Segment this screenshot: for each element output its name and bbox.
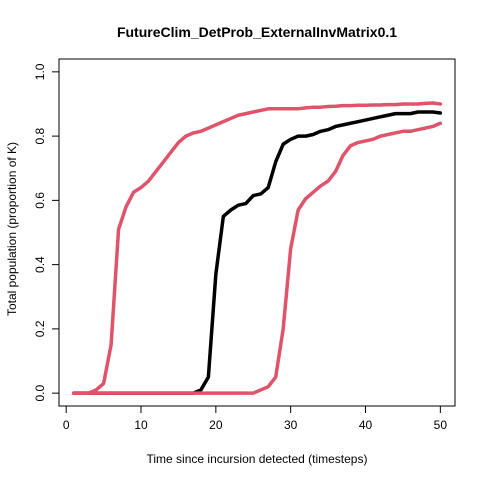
series-layer: [71, 101, 443, 395]
y-tick-label: 0.8: [33, 127, 47, 144]
y-tick-label: 0.0: [33, 384, 47, 401]
y-axis-label: Total population (proportion of K): [5, 142, 19, 316]
x-tick-label: 0: [63, 418, 70, 432]
x-axis-label: Time since incursion detected (timesteps…: [147, 452, 368, 466]
y-tick-label: 0.4: [33, 256, 47, 273]
x-axis: 0 10 20 30 40 50: [63, 405, 448, 432]
y-tick-label: 0.6: [33, 192, 47, 209]
x-tick-label: 10: [134, 418, 148, 432]
series-line-2: [71, 101, 443, 395]
x-tick-label: 20: [209, 418, 223, 432]
y-tick-label: 0.2: [33, 320, 47, 337]
x-tick-label: 40: [359, 418, 373, 432]
x-tick-label: 50: [434, 418, 448, 432]
y-axis: 0.0 0.2 0.4 0.6 0.8 1.0: [33, 63, 60, 401]
series-line-3: [71, 121, 443, 395]
chart-title: FutureClim_DetProb_ExternalInvMatrix0.1: [117, 24, 397, 40]
x-tick-label: 30: [284, 418, 298, 432]
y-tick-label: 1.0: [33, 63, 47, 80]
